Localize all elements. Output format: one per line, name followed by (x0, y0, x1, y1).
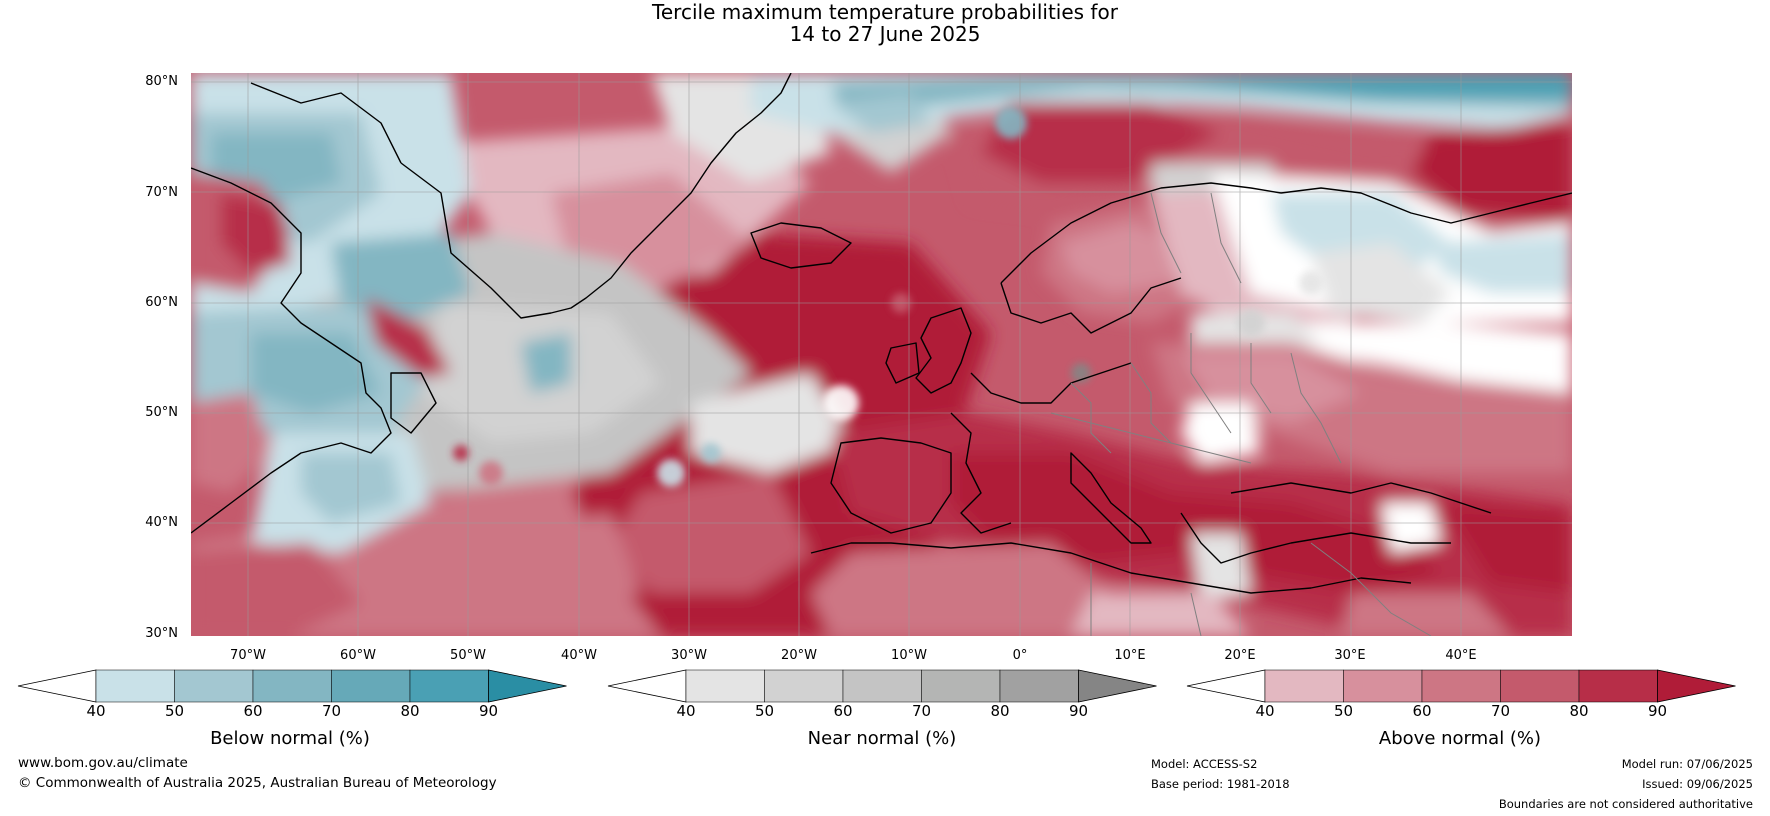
colorbar-max-arrow (1657, 669, 1736, 703)
colorbar-min-arrow (607, 669, 687, 703)
probability-map (191, 73, 1572, 636)
colorbar-tick-label: 50 (1333, 702, 1354, 720)
italy-coast (1070, 452, 1152, 544)
ireland-coast (885, 342, 920, 384)
colorbar-segment (409, 669, 489, 703)
colorbar-tick-label: 70 (911, 702, 932, 720)
baffin-north-coast (250, 82, 402, 164)
colorbar-segment (331, 669, 411, 703)
lon-label-30e: 30°E (1334, 648, 1366, 663)
lon-label-50w: 50°W (450, 648, 486, 663)
russia-north-coast (1280, 187, 1572, 224)
colorbar-tick-label: 40 (676, 702, 696, 720)
iceland-coast (750, 222, 852, 269)
lat-label-60n: 60°N (145, 295, 178, 310)
lon-label-10w: 10°W (891, 648, 927, 663)
lon-label-0: 0° (1012, 648, 1028, 663)
map-title-line-1: Tercile maximum temperature probabilitie… (652, 0, 1118, 24)
colorbar-tick-label: 60 (243, 702, 263, 720)
lat-label-80n: 80°N (145, 74, 178, 89)
norway-coast (1000, 182, 1282, 284)
lon-label-40e: 40°E (1445, 648, 1477, 663)
colorbar-label-above: Above normal (%) (1378, 728, 1542, 749)
map-canvas (191, 73, 1572, 636)
colorbar-tick-label: 80 (400, 702, 420, 720)
country-borders (1050, 192, 1432, 636)
coastlines (191, 73, 1572, 594)
colorbar-tick-label: 80 (1569, 702, 1589, 720)
colorbar-tick-label: 70 (321, 702, 342, 720)
colorbar-label-below: Below normal (%) (210, 728, 370, 749)
footer-issued: Issued: 09/06/2025 (1642, 777, 1753, 791)
lat-label-30n: 30°N (145, 626, 178, 641)
colorbar-min-arrow (1186, 669, 1266, 703)
lon-label-60w: 60°W (340, 648, 376, 663)
colorbar-min-arrow (17, 669, 97, 703)
colorbar-label-near: Near normal (%) (807, 728, 957, 749)
north-sea-coast (970, 362, 1132, 404)
colorbar-tick-label: 70 (1490, 702, 1511, 720)
labrador-coast (191, 167, 392, 534)
colorbar-segment (1421, 669, 1501, 703)
colorbar-segment (685, 669, 765, 703)
great-britain-coast (915, 307, 972, 394)
colorbar-segment (1500, 669, 1580, 703)
colorbar-tick-label: 40 (1255, 702, 1275, 720)
colorbar-near-normal (607, 669, 1157, 703)
newfoundland-coast (390, 372, 437, 434)
lon-label-70w: 70°W (230, 648, 266, 663)
colorbar-segment (174, 669, 254, 703)
colorbar-tick-label: 80 (990, 702, 1010, 720)
colorbar-segment (921, 669, 1001, 703)
colorbar-segment (764, 669, 844, 703)
lon-label-30w: 30°W (671, 648, 707, 663)
colorbar-tick-label: 90 (478, 702, 499, 720)
colorbar-segment (842, 669, 922, 703)
colorbar-below-normal (17, 669, 567, 703)
turkey-coast (1180, 512, 1451, 564)
baltic-coast (1000, 277, 1182, 334)
colorbar-above-normal (1186, 669, 1736, 703)
speckle-layer (453, 107, 1323, 487)
colorbar-max-arrow (488, 669, 567, 703)
graticule (191, 73, 1572, 636)
colorbar-tick-label: 90 (1647, 702, 1668, 720)
colorbar-segment (95, 669, 175, 703)
footer-website: www.bom.gov.au/climate (18, 755, 188, 771)
footer-model-run: Model run: 07/06/2025 (1621, 757, 1753, 771)
france-iberia-coast (950, 412, 1012, 534)
colorbars (17, 669, 1736, 703)
lon-label-20e: 20°E (1224, 648, 1256, 663)
colorbar-segment (1343, 669, 1423, 703)
colorbar-tick-label: 50 (754, 702, 775, 720)
iberia-coast (830, 437, 952, 534)
lat-label-50n: 50°N (145, 405, 178, 420)
colorbar-tick-label: 40 (86, 702, 106, 720)
footer-disclaimer: Boundaries are not considered authoritat… (1498, 797, 1753, 811)
lon-label-40w: 40°W (561, 648, 597, 663)
black-sea-coast (1230, 482, 1492, 514)
colorbar-max-arrow (1078, 669, 1157, 703)
colorbar-segment (1578, 669, 1658, 703)
footer-model: Model: ACCESS-S2 (1151, 757, 1258, 771)
colorbar-tick-label: 90 (1068, 702, 1089, 720)
lon-label-10e: 10°E (1114, 648, 1146, 663)
colorbar-segment (1264, 669, 1344, 703)
lat-label-40n: 40°N (145, 515, 178, 530)
footer-base-period: Base period: 1981-2018 (1151, 777, 1290, 791)
colorbar-tick-label: 50 (164, 702, 185, 720)
colorbar-segment (999, 669, 1079, 703)
lat-label-70n: 70°N (145, 185, 178, 200)
greenland-coast (400, 73, 792, 319)
colorbar-tick-label: 60 (833, 702, 853, 720)
probability-field (191, 73, 1572, 636)
footer-copyright: © Commonwealth of Australia 2025, Austra… (18, 775, 497, 791)
north-africa-coast (810, 542, 1412, 594)
colorbar-segment (252, 669, 332, 703)
lon-label-20w: 20°W (781, 648, 817, 663)
map-title-line-2: 14 to 27 June 2025 (789, 22, 981, 46)
colorbar-tick-label: 60 (1412, 702, 1432, 720)
